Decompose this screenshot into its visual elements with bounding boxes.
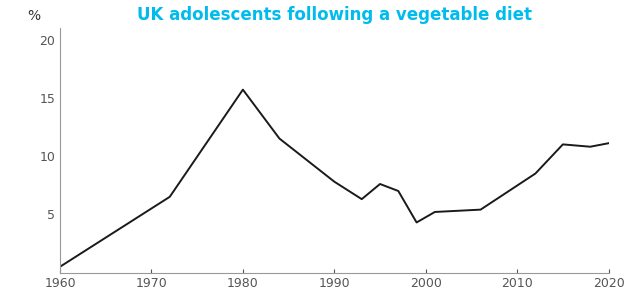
Title: UK adolescents following a vegetable diet: UK adolescents following a vegetable die… xyxy=(137,5,532,24)
Text: %: % xyxy=(27,9,40,23)
